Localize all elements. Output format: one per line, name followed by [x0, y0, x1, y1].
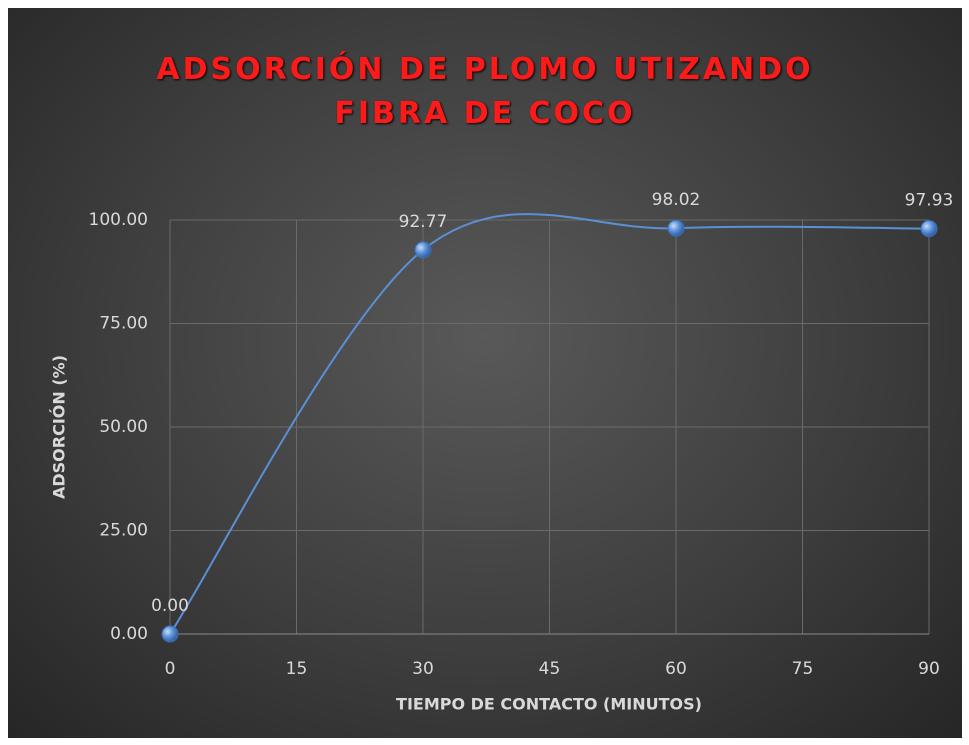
- y-tick-label: 50.00: [99, 417, 148, 437]
- x-tick-label: 60: [665, 659, 687, 679]
- marker: [414, 241, 432, 259]
- data-label: 98.02: [652, 190, 701, 210]
- marker: [920, 220, 938, 238]
- y-tick-label: 25.00: [99, 521, 148, 541]
- y-tick-label: 75.00: [99, 314, 148, 334]
- data-label: 97.93: [905, 191, 954, 211]
- x-tick-label: 90: [918, 659, 940, 679]
- x-tick-label: 75: [792, 659, 814, 679]
- y-tick-label: 100.00: [89, 210, 148, 230]
- line: [169, 213, 930, 635]
- marker: [161, 625, 179, 643]
- x-tick-label: 15: [286, 659, 308, 679]
- y-tick-label: 0.00: [110, 624, 148, 644]
- chart-title: ADSORCIÓN DE PLOMO UTIZANDO FIBRA DE COC…: [156, 52, 814, 131]
- data-label: 92.77: [399, 212, 448, 232]
- data-label: 0.00: [151, 596, 189, 616]
- x-tick-label: 30: [412, 659, 434, 679]
- x-axis-label: TIEMPO DE CONTACTO (MINUTOS): [396, 695, 702, 714]
- x-tick-label: 45: [539, 659, 561, 679]
- y-axis-label: ADSORCIÓN (%): [50, 355, 69, 499]
- marker: [667, 219, 685, 237]
- x-tick-label: 0: [165, 659, 176, 679]
